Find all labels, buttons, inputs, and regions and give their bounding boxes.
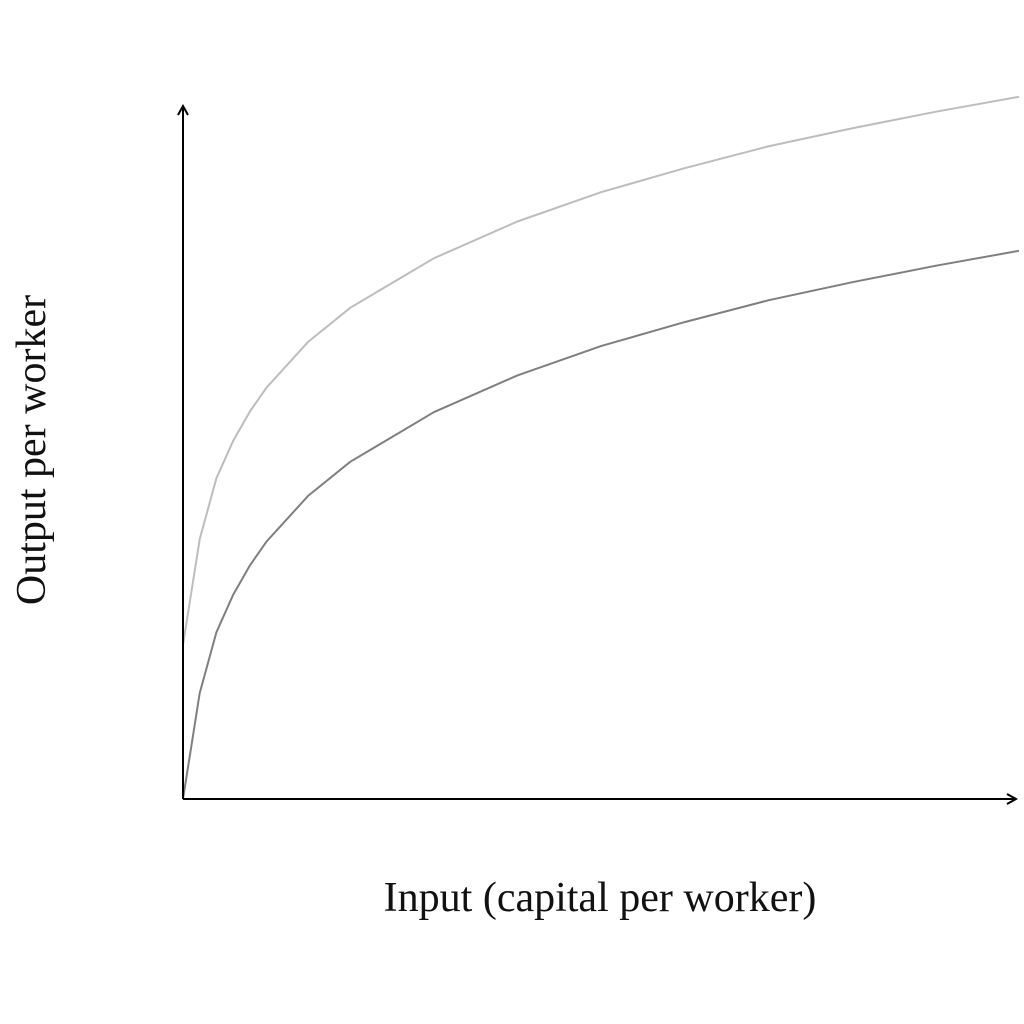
series-line-1 (182, 95, 1020, 646)
series-layer (182, 95, 1020, 800)
x-axis-label: Input (capital per worker) (384, 875, 817, 921)
y-axis-label: Output per worker (9, 295, 55, 605)
series-line-2 (182, 249, 1020, 800)
